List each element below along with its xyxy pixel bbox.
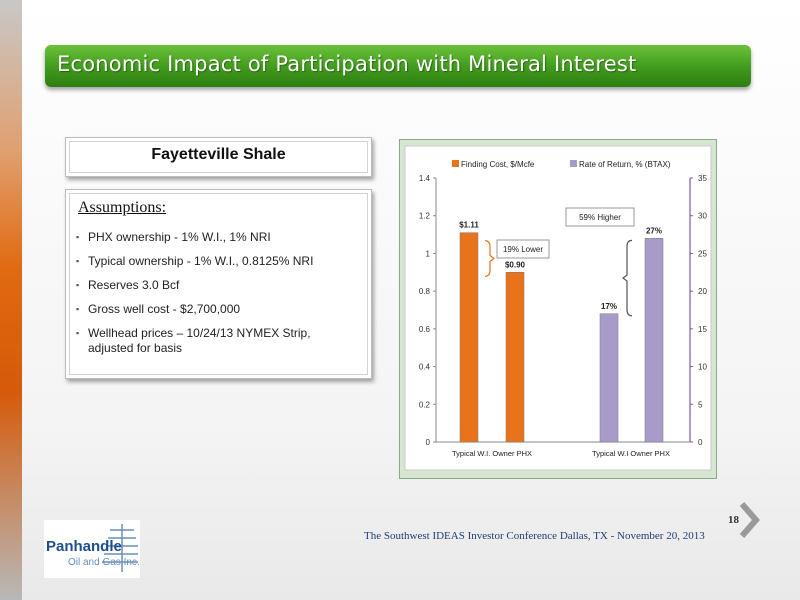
x-tick-label: Typical W.I. Owner PHX — [452, 449, 532, 458]
tick-label-right: 35 — [698, 174, 707, 183]
assumption-item: ▪ Gross well cost - $2,700,000 — [76, 302, 241, 316]
data-label: 27% — [646, 226, 662, 235]
brace-icon — [622, 239, 633, 317]
next-chevron-icon — [739, 502, 760, 538]
tick-label-left: 1 — [426, 249, 431, 258]
tick-label-right: 20 — [698, 287, 707, 296]
tick-label-right: 0 — [698, 438, 703, 447]
title-banner: Economic Impact of Participation with Mi… — [45, 45, 751, 87]
assumption-item: ▪ Wellhead prices – 10/24/13 NYMEX Strip,… — [76, 326, 311, 355]
chart-frame: Finding Cost, $/Mcfe Rate of Return, % (B… — [399, 139, 717, 479]
assumptions-box: Assumptions: ▪ PHX ownership - 1% W.I., 1… — [65, 189, 372, 379]
assumption-item: ▪ Typical ownership - 1% W.I., 0.8125% NR… — [76, 254, 314, 268]
data-label: 17% — [601, 302, 617, 311]
footer-text: The Southwest IDEAS Investor Conference … — [364, 530, 705, 542]
tick-label-right: 30 — [698, 212, 707, 221]
data-label: $0.90 — [505, 260, 526, 269]
assumptions-heading: Assumptions: — [78, 199, 167, 216]
tick-label-right: 5 — [698, 400, 703, 409]
page-number: 18 — [728, 514, 739, 526]
bar-finding-cost — [459, 232, 479, 443]
tick-label-left: 0.6 — [419, 325, 431, 334]
logo-subtitle: Oil and Gas Inc. — [68, 557, 140, 568]
annotation-text: 19% Lower — [503, 245, 543, 254]
data-label: $1.11 — [459, 221, 479, 230]
combo-bar-chart: Finding Cost, $/Mcfe Rate of Return, % (B… — [404, 145, 712, 471]
bullet-icon: ▪ — [76, 256, 80, 266]
legend-swatch-rate-of-return — [570, 160, 577, 167]
tick-label-left: 1.2 — [419, 212, 431, 221]
assumptions-list: ▪ PHX ownership - 1% W.I., 1% NRI ▪ Typica… — [76, 230, 356, 365]
tick-label-right: 15 — [698, 325, 707, 334]
bullet-icon: ▪ — [76, 280, 80, 290]
slide-title: Economic Impact of Participation with Mi… — [57, 52, 637, 76]
company-logo: Panhandle Oil and Gas Inc. — [44, 520, 140, 578]
tick-label-left: 0.4 — [419, 363, 431, 372]
chart-area — [404, 145, 712, 471]
bullet-icon: ▪ — [76, 328, 80, 338]
tick-label-left: 0 — [426, 438, 431, 447]
annotation-box — [565, 207, 635, 227]
brace-icon — [484, 240, 495, 277]
legend-swatch-finding-cost — [452, 160, 459, 167]
bar-finding-cost — [505, 272, 525, 443]
derrick-icon — [102, 524, 138, 572]
tick-label-left: 0.2 — [419, 400, 431, 409]
annotation-box — [496, 239, 550, 259]
x-tick-label: Typical W.I Owner PHX — [592, 449, 670, 458]
logo-name: Panhandle — [46, 538, 122, 555]
tick-label-left: 0.8 — [419, 287, 431, 296]
assumption-item: ▪ Reserves 3.0 Bcf — [76, 278, 180, 292]
legend-label: Rate of Return, % (BTAX) — [579, 160, 671, 169]
shale-title: Fayetteville Shale — [151, 146, 286, 163]
bar-rate-of-return — [644, 238, 664, 443]
annotation-text: 59% Higher — [579, 213, 621, 222]
assumption-item: ▪ PHX ownership - 1% W.I., 1% NRI — [76, 230, 271, 244]
tick-label-right: 10 — [698, 363, 707, 372]
shale-title-box: Fayetteville Shale — [65, 137, 372, 177]
tick-label-right: 25 — [698, 249, 707, 258]
tick-label-left: 1.4 — [419, 174, 431, 183]
bar-rate-of-return — [599, 313, 619, 443]
legend-label: Finding Cost, $/Mcfe — [461, 160, 535, 169]
left-accent-bar — [0, 0, 22, 600]
bullet-icon: ▪ — [76, 304, 80, 314]
bullet-icon: ▪ — [76, 232, 80, 242]
